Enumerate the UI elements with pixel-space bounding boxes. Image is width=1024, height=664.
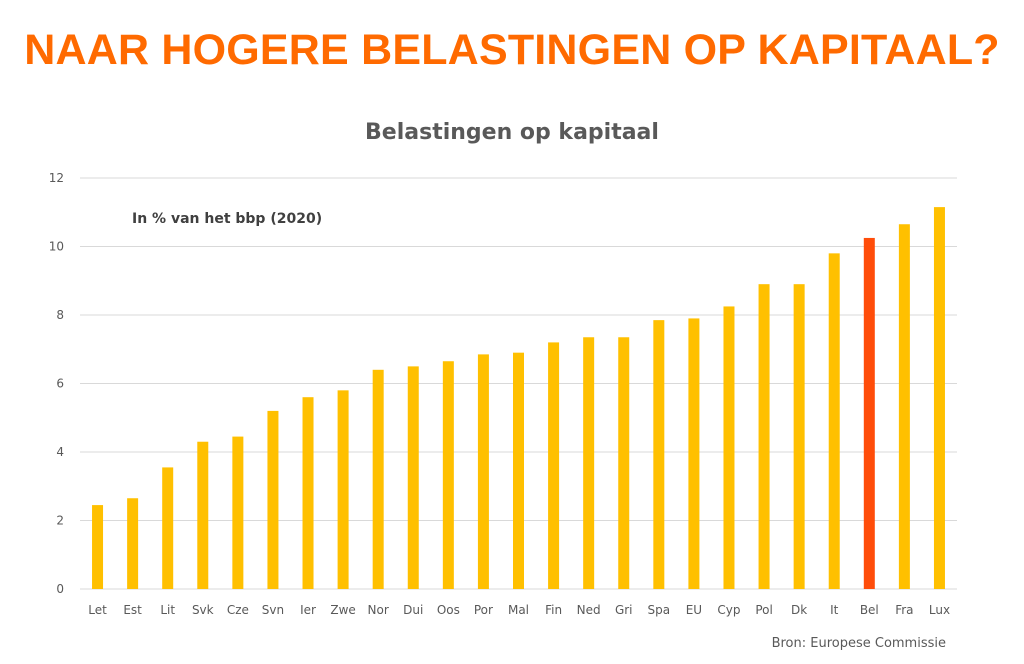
x-tick-label: Fra (895, 603, 913, 617)
bars (92, 207, 945, 590)
x-tick-label: Nor (368, 603, 389, 617)
bar-fra (898, 224, 910, 590)
x-tick-label: Lux (929, 603, 950, 617)
y-tick-label: 12 (49, 171, 64, 185)
x-tick-label: Dk (791, 603, 807, 617)
y-tick-label: 0 (56, 582, 64, 596)
x-tick-label: Cyp (717, 603, 740, 617)
x-tick-label: Fin (545, 603, 562, 617)
x-tick-label: Por (474, 603, 493, 617)
bar-bel (863, 237, 875, 589)
x-tick-label: Lit (160, 603, 175, 617)
x-tick-label: Pol (755, 603, 772, 617)
bar-fin (548, 342, 560, 589)
chart-title: Belastingen op kapitaal (365, 120, 659, 145)
y-axis-tick-labels: 0 2 4 6 8 10 12 (49, 171, 64, 596)
x-tick-label: Ned (577, 603, 601, 617)
bar-zwe (337, 390, 349, 589)
x-tick-label: Zwe (330, 603, 355, 617)
bar-eu (688, 318, 700, 589)
x-tick-label: Svn (262, 603, 284, 617)
x-tick-label: Spa (648, 603, 671, 617)
x-tick-label: EU (686, 603, 702, 617)
x-tick-label: Dui (403, 603, 423, 617)
bar-oos (442, 361, 454, 589)
bar-ier (302, 397, 314, 589)
bar-est (127, 498, 139, 589)
bar-cyp (723, 306, 735, 589)
chart-subtitle: In % van het bbp (2020) (132, 211, 323, 227)
x-tick-label: Cze (227, 603, 249, 617)
x-tick-label: Svk (192, 603, 214, 617)
bar-por (477, 354, 489, 589)
bar-svk (197, 441, 209, 589)
slide-headline: NAAR HOGERE BELASTINGEN OP KAPITAAL? (24, 26, 1000, 74)
bar-dui (407, 366, 419, 589)
bar-svn (267, 410, 279, 589)
x-tick-label: Gri (615, 603, 633, 617)
x-tick-label: Mal (508, 603, 529, 617)
bar-dk (793, 284, 805, 589)
bar-mal (513, 352, 524, 589)
bar-ned (583, 337, 595, 589)
y-tick-label: 6 (56, 377, 64, 391)
source-note: Bron: Europese Commissie (771, 636, 946, 651)
bar-lux (933, 207, 945, 590)
y-tick-label: 2 (56, 514, 64, 528)
bar-cze (232, 436, 244, 589)
bar-gri (618, 337, 630, 589)
bar-lit (162, 467, 174, 589)
bar-pol (758, 284, 770, 589)
y-tick-label: 10 (49, 240, 64, 254)
bar-let (92, 505, 104, 589)
y-tick-label: 8 (56, 308, 64, 322)
bar-it (828, 253, 840, 589)
x-tick-label: Ier (300, 603, 316, 617)
bar-spa (653, 320, 665, 589)
x-tick-label: Oos (437, 603, 460, 617)
x-tick-label: It (830, 603, 839, 617)
x-tick-label: Est (123, 603, 142, 617)
x-tick-label: Bel (860, 603, 879, 617)
y-tick-label: 4 (56, 445, 64, 459)
x-tick-label: Let (88, 603, 107, 617)
x-axis-tick-labels: Let Est Lit Svk Cze Svn Ier Zwe Nor Dui Oos Por Mal F… (88, 603, 950, 617)
bar-nor (372, 369, 384, 589)
